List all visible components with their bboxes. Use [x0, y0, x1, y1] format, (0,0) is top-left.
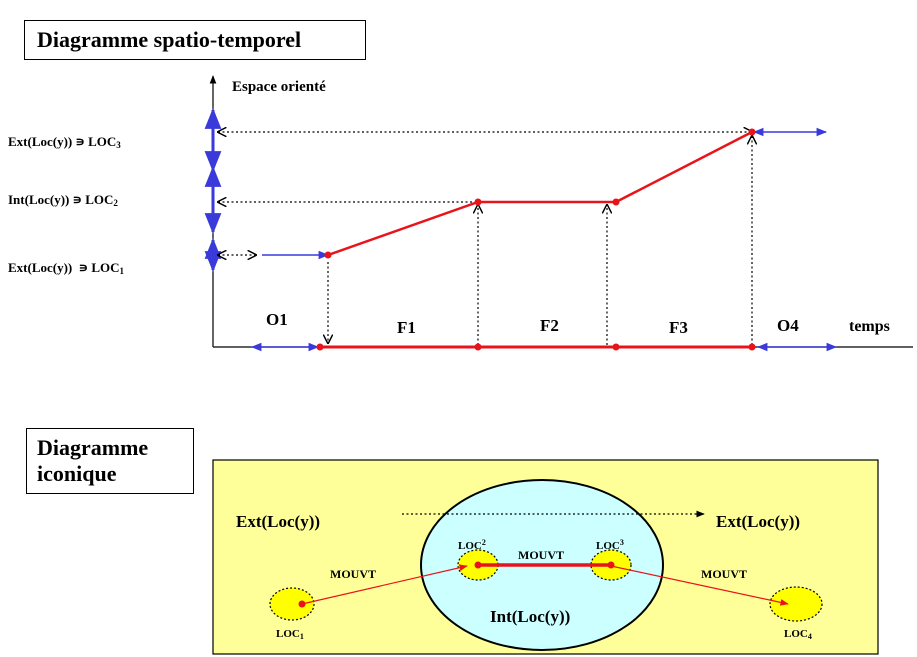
phase-o1-label: O1	[266, 310, 288, 329]
phase-f2-label: F2	[540, 316, 559, 335]
trajectory-line	[327, 130, 753, 257]
trajectory-point	[474, 198, 482, 206]
mouvt-left-label: MOUVT	[330, 567, 376, 581]
level-1-label: Ext(Loc(y)) ∍ LOC1	[8, 260, 125, 276]
spatio-temporal-diagram: Espace orienté temps Ext(Loc(y)) ∍ LOC3 …	[8, 75, 913, 352]
movement-point	[607, 561, 615, 569]
loc2-label: LOC2	[458, 538, 486, 552]
mouvt-right-label: MOUVT	[701, 567, 747, 581]
loc1-label: LOC1	[276, 628, 304, 641]
movement-arrow-right	[610, 565, 789, 606]
time-point	[316, 343, 324, 351]
time-point	[612, 343, 620, 351]
loc1-region	[269, 587, 315, 621]
loc4-region	[769, 586, 823, 622]
time-point	[748, 343, 756, 351]
x-axis-label: temps	[849, 318, 890, 335]
time-point	[474, 343, 482, 351]
y-axis-label: Espace orienté	[232, 79, 326, 95]
iconic-diagram-title: Diagramme iconique	[26, 428, 194, 494]
mouvt-center-label: MOUVT	[518, 548, 564, 562]
movement-point	[298, 600, 306, 608]
interior-label: Int(Loc(y))	[490, 607, 570, 626]
exterior-left-label: Ext(Loc(y))	[236, 512, 320, 531]
movement-arrow-left	[301, 564, 468, 605]
trajectory-point	[324, 251, 332, 259]
exterior-right-label: Ext(Loc(y))	[716, 512, 800, 531]
movement-point	[474, 561, 482, 569]
trajectory-point	[748, 128, 756, 136]
phase-f3-label: F3	[669, 318, 688, 337]
iconic-title-line-2: iconique	[37, 461, 117, 486]
spatio-temporal-title: Diagramme spatio-temporel	[24, 20, 366, 60]
loc3-label: LOC3	[596, 538, 624, 552]
trajectory-point	[612, 198, 620, 206]
phase-f1-label: F1	[397, 318, 416, 337]
loc4-label: LOC4	[784, 628, 812, 641]
iconic-title-line-1: Diagramme	[37, 435, 149, 460]
level-2-label: Int(Loc(y)) ∍ LOC2	[8, 192, 118, 208]
iconic-diagram: Ext(Loc(y)) Ext(Loc(y)) Int(Loc(y)) MOUV…	[212, 459, 879, 655]
level-3-label: Ext(Loc(y)) ∍ LOC3	[8, 134, 121, 150]
phase-o4-label: O4	[777, 316, 799, 335]
